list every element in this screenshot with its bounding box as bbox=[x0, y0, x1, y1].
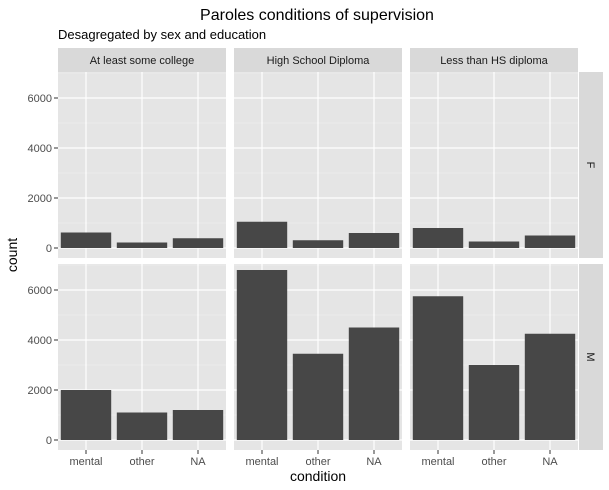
chart-title: Paroles conditions of supervision bbox=[200, 7, 434, 24]
y-tick-label: 2000 bbox=[28, 193, 52, 205]
x-tick-label: other bbox=[305, 456, 330, 468]
y-tick-label: 0 bbox=[46, 435, 52, 447]
facet-panel bbox=[58, 72, 226, 258]
row-strip bbox=[579, 264, 603, 450]
x-tick-label: other bbox=[129, 456, 154, 468]
x-tick-label: mental bbox=[421, 456, 454, 468]
y-tick-label: 4000 bbox=[28, 335, 52, 347]
x-tick-label: other bbox=[481, 456, 506, 468]
bar-F-other bbox=[116, 242, 168, 248]
bar-M-other bbox=[292, 353, 344, 440]
column-strip-label: Less than HS diploma bbox=[440, 55, 548, 67]
facet-grid: At least some college High School Diploma… bbox=[28, 48, 603, 468]
bar-F-NA bbox=[524, 235, 576, 248]
bar-M-mental bbox=[412, 296, 464, 440]
x-tick-label: NA bbox=[190, 456, 206, 468]
x-tick-label: mental bbox=[245, 456, 278, 468]
bar-M-NA bbox=[172, 410, 224, 440]
row-strip-label: F bbox=[584, 162, 596, 169]
bar-F-mental bbox=[236, 221, 288, 248]
column-strip-label: At least some college bbox=[90, 55, 195, 67]
x-tick-label: mental bbox=[69, 456, 102, 468]
bar-F-NA bbox=[172, 238, 224, 248]
bar-F-other bbox=[468, 241, 520, 248]
column-strip bbox=[58, 48, 226, 72]
x-tick-label: NA bbox=[542, 456, 558, 468]
x-tick-label: NA bbox=[366, 456, 382, 468]
bar-F-NA bbox=[348, 233, 400, 248]
column-strip-label: High School Diploma bbox=[267, 55, 371, 67]
bar-M-NA bbox=[524, 333, 576, 440]
bar-M-other bbox=[116, 412, 168, 440]
bar-M-NA bbox=[348, 327, 400, 440]
chart-subtitle: Desagregated by sex and education bbox=[58, 27, 266, 42]
y-tick-label: 2000 bbox=[28, 385, 52, 397]
bar-F-mental bbox=[60, 232, 112, 248]
facet-panel bbox=[234, 72, 402, 258]
facet-panel bbox=[410, 72, 578, 258]
y-axis-title: count bbox=[4, 238, 20, 272]
bar-M-mental bbox=[60, 390, 112, 440]
bar-M-other bbox=[468, 365, 520, 440]
x-axis-title: condition bbox=[290, 468, 346, 484]
facet-panel bbox=[234, 264, 402, 450]
y-tick-label: 6000 bbox=[28, 93, 52, 105]
facet-panel bbox=[410, 264, 578, 450]
facet-panel bbox=[58, 264, 226, 450]
row-strip bbox=[579, 72, 603, 258]
y-tick-label: 6000 bbox=[28, 285, 52, 297]
bar-F-other bbox=[292, 240, 344, 248]
column-strip bbox=[234, 48, 402, 72]
column-strip bbox=[410, 48, 578, 72]
bar-F-mental bbox=[412, 228, 464, 248]
y-tick-label: 0 bbox=[46, 243, 52, 255]
row-strip-label: M bbox=[584, 352, 596, 361]
bar-M-mental bbox=[236, 270, 288, 440]
y-tick-label: 4000 bbox=[28, 143, 52, 155]
